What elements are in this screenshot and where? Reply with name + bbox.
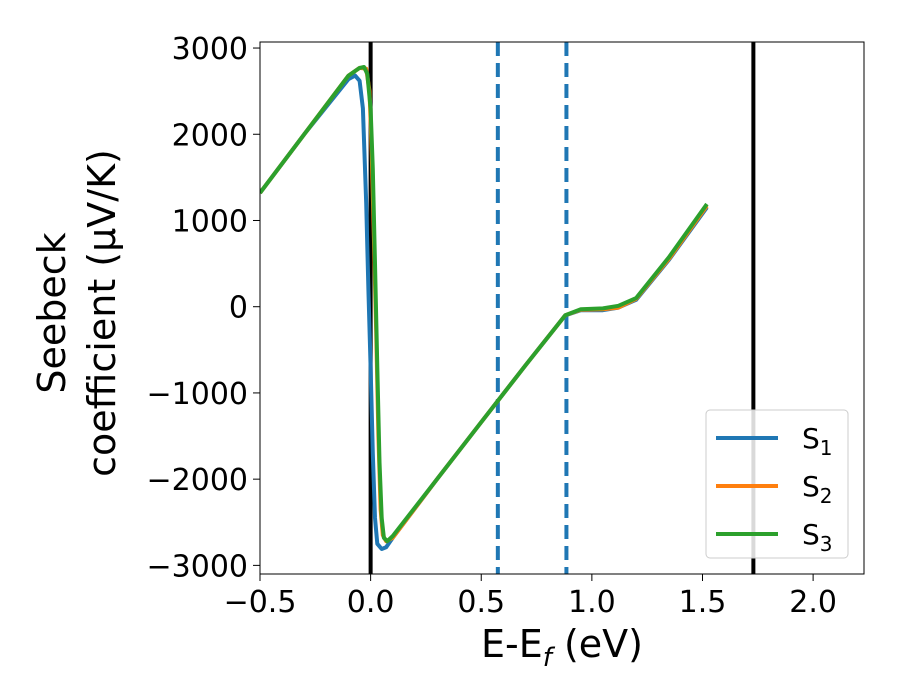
legend-label-s3: S3 [802, 518, 833, 556]
x-axis-ticks: −0.5 0.0 0.5 1.0 1.5 2.0 [224, 574, 837, 620]
series-lines [260, 65, 709, 551]
y-tick-label: 3000 [172, 32, 248, 67]
y-tick-label: 1000 [172, 204, 248, 239]
y-axis-title-line2: coefficient (μV/K) [80, 149, 124, 477]
x-tick-label: 1.0 [568, 585, 616, 620]
series-line-s3 [260, 65, 709, 544]
legend-label-s2: S2 [802, 470, 833, 508]
y-tick-label: −2000 [147, 463, 248, 498]
legend: S1 S2 S3 [705, 409, 849, 559]
x-axis-title-unit: (eV) [552, 622, 643, 666]
legend-label-s1: S1 [802, 422, 833, 460]
y-axis-title-line1: Seebeck [30, 232, 74, 393]
x-tick-label: 0.0 [347, 585, 395, 620]
y-tick-label: 0 [229, 291, 248, 326]
x-tick-label: 2.0 [789, 585, 837, 620]
x-tick-label: 0.5 [457, 585, 505, 620]
y-tick-label: 2000 [172, 118, 248, 153]
y-tick-label: −1000 [147, 377, 248, 412]
x-tick-label: 1.5 [679, 585, 727, 620]
x-axis-title: E-Ef (eV) [481, 622, 643, 673]
y-axis-title: Seebeck coefficient (μV/K) [30, 149, 124, 477]
x-axis-title-main: E-E [481, 622, 543, 666]
y-axis-ticks: 3000 2000 1000 0 −1000 −2000 −3000 [147, 32, 260, 584]
y-tick-label: −3000 [147, 549, 248, 584]
x-tick-label: −0.5 [224, 585, 297, 620]
plot-frame [259, 41, 865, 575]
